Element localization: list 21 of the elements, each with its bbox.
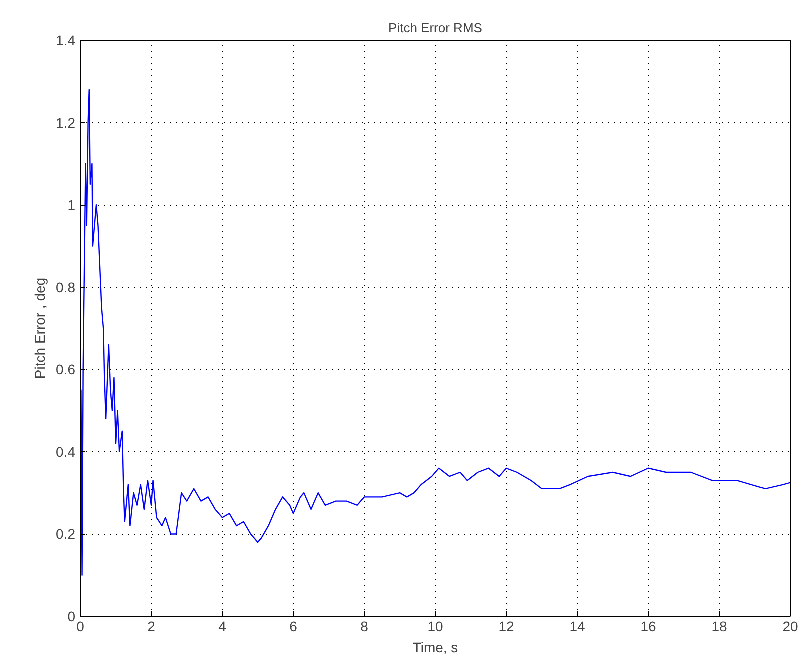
y-tick-label: 1.2 bbox=[56, 114, 76, 131]
x-tick-label: 14 bbox=[570, 618, 586, 634]
x-tick-label: 20 bbox=[782, 618, 798, 634]
x-axis-title: Time, s bbox=[412, 640, 458, 656]
x-tick-label: 16 bbox=[640, 618, 656, 634]
y-tick-label: 0.2 bbox=[56, 526, 76, 542]
y-tick-label: 0.4 bbox=[56, 444, 76, 460]
y-tick-label: 0.8 bbox=[56, 279, 76, 296]
chart-title: Pitch Error RMS bbox=[388, 20, 483, 36]
x-tick-label: 6 bbox=[290, 618, 298, 634]
x-tick-label: 2 bbox=[148, 618, 156, 634]
x-tick-label: 8 bbox=[360, 618, 369, 634]
x-tick-label: 4 bbox=[218, 618, 227, 634]
y-tick-label: 0.6 bbox=[56, 362, 76, 378]
x-tick-label: 18 bbox=[712, 618, 728, 634]
y-tick-label: 0 bbox=[68, 608, 76, 624]
y-axis-title: Pitch Error , deg bbox=[32, 278, 48, 380]
x-tick-label: 12 bbox=[498, 618, 514, 634]
y-tick-label: 1 bbox=[68, 197, 76, 214]
y-tick-label: 1.4 bbox=[56, 32, 76, 48]
x-tick-label: 10 bbox=[428, 618, 444, 634]
